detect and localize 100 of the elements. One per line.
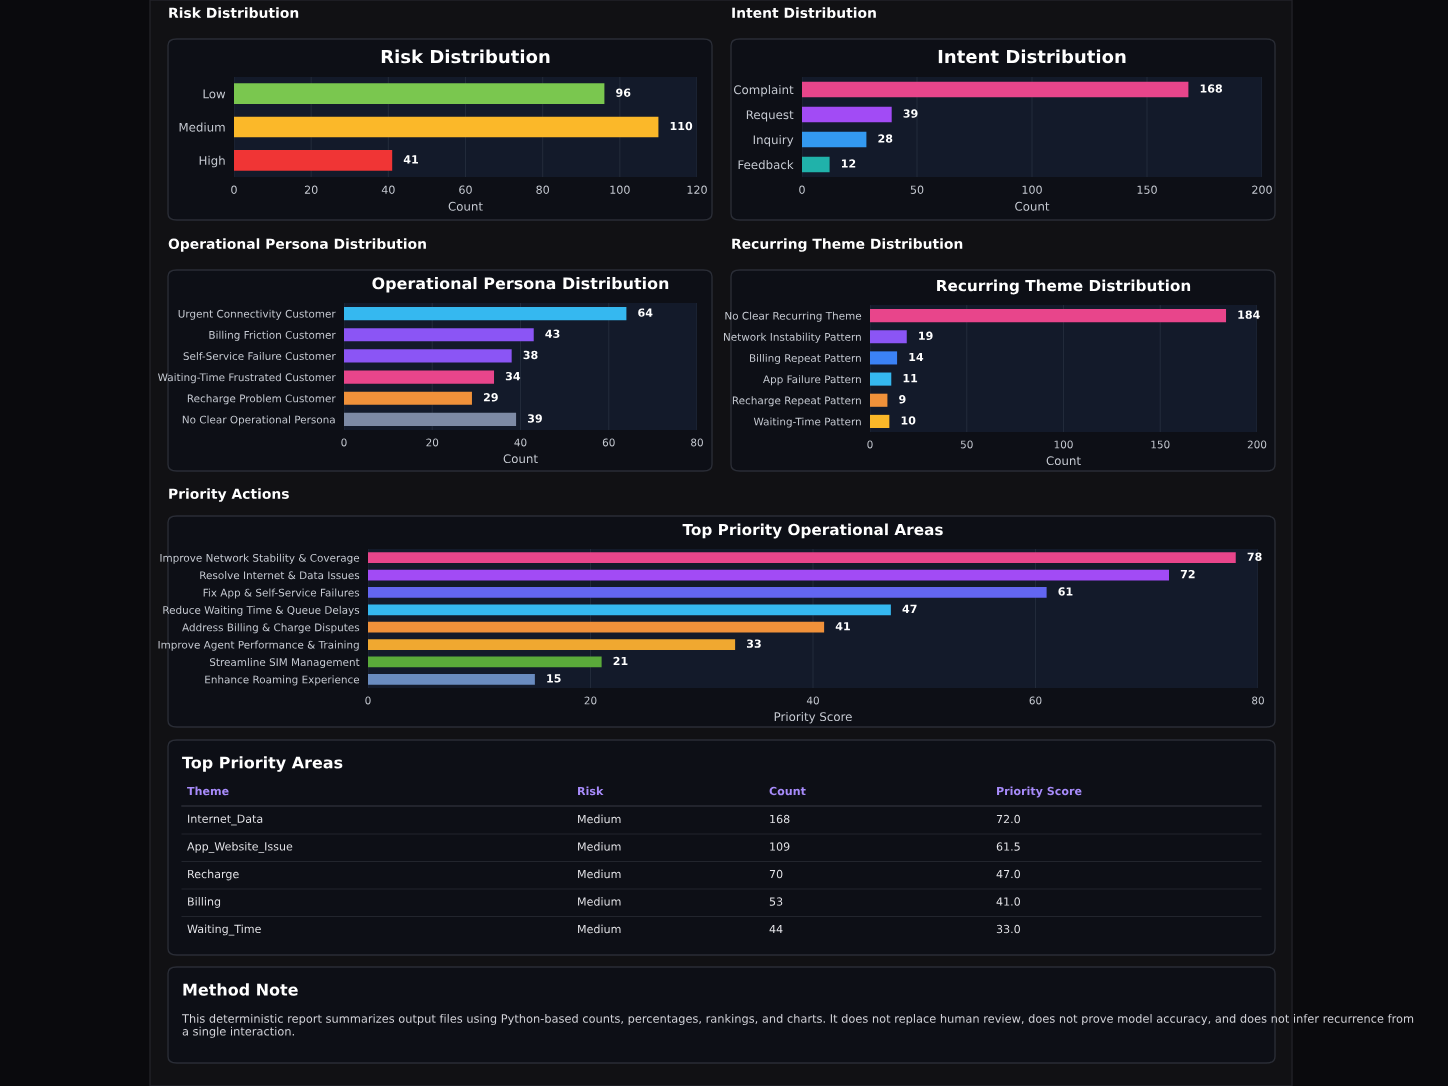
x-tick-label: 40 bbox=[806, 696, 819, 705]
data-label: 34 bbox=[505, 371, 521, 381]
x-tick-label: 40 bbox=[514, 438, 527, 447]
y-tick-label: Recharge Problem Customer bbox=[187, 394, 336, 405]
y-tick-label: Streamline SIM Management bbox=[209, 657, 360, 669]
category-label: Priority Score bbox=[997, 786, 1082, 798]
y-tick-label: Resolve Internet & Data Issues bbox=[200, 571, 360, 580]
text: Internet_Data bbox=[188, 814, 263, 826]
y-tick-label: Urgent Connectivity Customer bbox=[178, 309, 336, 320]
x-tick-label: 120 bbox=[687, 185, 707, 194]
data-label: 11 bbox=[903, 374, 918, 383]
x-tick-label: 40 bbox=[381, 185, 395, 194]
text: 70 bbox=[769, 869, 783, 879]
x-tick-label: 100 bbox=[1054, 440, 1073, 449]
text: 109 bbox=[770, 842, 790, 851]
x-tick-label: 80 bbox=[691, 438, 703, 447]
y-tick-label: Waiting-Time Frustrated Customer bbox=[157, 373, 336, 384]
y-tick-label: Recharge Repeat Pattern bbox=[732, 396, 861, 407]
data-label: 33 bbox=[746, 639, 761, 648]
data-label: 15 bbox=[547, 674, 561, 683]
text: 47.0 bbox=[996, 869, 1020, 879]
bar bbox=[344, 328, 534, 342]
chart-title: Risk Distribution bbox=[381, 49, 550, 64]
y-tick-label: High bbox=[199, 155, 225, 168]
data-label: 41 bbox=[835, 622, 850, 631]
bar bbox=[368, 587, 1047, 598]
chart-title: Operational Persona Distribution bbox=[372, 276, 669, 293]
bar bbox=[870, 309, 1227, 323]
bar bbox=[234, 83, 605, 104]
bar bbox=[368, 639, 736, 650]
data-label: 47 bbox=[902, 604, 917, 613]
chart-title: Intent Distribution bbox=[938, 49, 1126, 64]
x-axis-title: Count bbox=[503, 454, 538, 464]
data-label: 28 bbox=[878, 134, 893, 143]
x-tick-label: 20 bbox=[584, 696, 597, 705]
y-tick-label: Billing Repeat Pattern bbox=[749, 353, 861, 365]
y-tick-label: No Clear Recurring Theme bbox=[725, 311, 862, 322]
y-tick-label: Self-Service Failure Customer bbox=[183, 351, 336, 361]
bar bbox=[344, 391, 472, 405]
data-label: 14 bbox=[909, 352, 924, 361]
data-label: 10 bbox=[901, 416, 916, 425]
text: This deterministic report summarizes output files using Python-based counts, percentages, rankings, and charts. It does not replace human review, does not prove model accuracy, and does not infer recurrence from a single interaction. bbox=[181, 1014, 1414, 1038]
bar bbox=[344, 412, 517, 426]
bar bbox=[870, 393, 888, 407]
text: Medium bbox=[578, 869, 621, 879]
bar bbox=[368, 673, 535, 685]
y-tick-label: Inquiry bbox=[753, 135, 794, 147]
text: 61.5 bbox=[996, 842, 1020, 851]
text: Medium bbox=[578, 814, 621, 824]
text: Medium bbox=[578, 842, 621, 851]
data-label: 72 bbox=[1180, 569, 1195, 579]
data-label: 78 bbox=[1247, 552, 1262, 561]
text: 53 bbox=[769, 897, 783, 906]
y-tick-label: Request bbox=[746, 110, 794, 122]
data-label: 29 bbox=[483, 393, 498, 402]
chart-title: Top Priority Operational Areas bbox=[682, 523, 943, 539]
data-label: 12 bbox=[841, 159, 856, 168]
data-label: 110 bbox=[670, 121, 693, 131]
bar bbox=[802, 106, 892, 123]
x-tick-label: 0 bbox=[231, 185, 237, 194]
text: Medium bbox=[578, 897, 621, 906]
x-tick-label: 0 bbox=[799, 185, 805, 194]
text: 72.0 bbox=[996, 814, 1020, 824]
bar bbox=[344, 349, 512, 363]
x-tick-label: 60 bbox=[602, 438, 615, 447]
bar bbox=[368, 552, 1236, 564]
y-tick-label: Enhance Roaming Experience bbox=[205, 675, 360, 686]
data-label: 168 bbox=[1200, 84, 1223, 93]
x-tick-label: 0 bbox=[341, 438, 347, 447]
x-tick-label: 0 bbox=[365, 696, 371, 705]
text: Waiting_Time bbox=[187, 924, 261, 936]
text: Medium bbox=[578, 924, 621, 934]
x-axis-title: Count bbox=[1015, 201, 1050, 211]
bar bbox=[870, 351, 898, 365]
bar bbox=[344, 370, 495, 384]
y-tick-label: Feedback bbox=[738, 160, 794, 170]
bar bbox=[802, 131, 867, 148]
text: Top Priority Areas bbox=[182, 756, 343, 772]
x-tick-label: 20 bbox=[304, 185, 318, 194]
y-tick-label: Fix App & Self-Service Failures bbox=[203, 588, 360, 599]
x-tick-label: 100 bbox=[610, 185, 630, 194]
bar bbox=[802, 81, 1189, 98]
bar bbox=[344, 307, 627, 321]
data-label: 64 bbox=[638, 308, 653, 317]
y-tick-label: Complaint bbox=[733, 85, 794, 97]
y-tick-label: Reduce Waiting Time & Queue Delays bbox=[163, 605, 360, 616]
chart-subtitle: Intent Distribution bbox=[732, 7, 876, 19]
y-tick-label: Network Instability Pattern bbox=[723, 332, 861, 343]
text: 41.0 bbox=[996, 897, 1020, 906]
x-axis-title: Priority Score bbox=[774, 711, 852, 724]
x-axis-title: Count bbox=[448, 201, 483, 211]
chart-subtitle: Operational Persona Distribution bbox=[168, 238, 426, 252]
x-tick-label: 100 bbox=[1022, 185, 1042, 194]
x-tick-label: 0 bbox=[867, 440, 873, 449]
y-tick-label: Low bbox=[203, 89, 226, 99]
x-tick-label: 200 bbox=[1247, 440, 1267, 449]
data-label: 38 bbox=[523, 350, 538, 360]
text: 33.0 bbox=[996, 924, 1020, 934]
y-tick-label: Medium bbox=[179, 122, 225, 132]
x-tick-label: 80 bbox=[1252, 696, 1264, 705]
